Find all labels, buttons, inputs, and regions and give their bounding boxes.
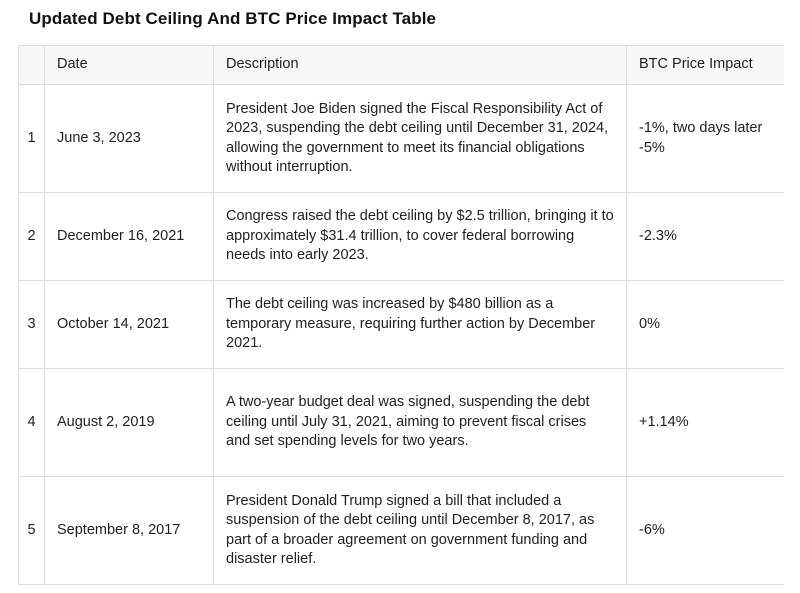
date-cell: June 3, 2023 — [44, 84, 214, 193]
impact-value: -6% — [639, 521, 665, 538]
date-cell: September 8, 2017 — [44, 476, 214, 585]
table-row: 4 August 2, 2019 A two-year budget deal … — [18, 368, 784, 477]
header-btc-price-impact: BTC Price Impact — [626, 45, 784, 85]
impact-cell: -6% — [626, 476, 784, 585]
header-index — [18, 45, 45, 85]
header-date: Date — [44, 45, 214, 85]
row-number: 1 — [18, 84, 45, 193]
date-cell: August 2, 2019 — [44, 368, 214, 477]
description-cell: President Joe Biden signed the Fiscal Re… — [213, 84, 627, 193]
table-row: 3 October 14, 2021 The debt ceiling was … — [18, 280, 784, 369]
table-header-row: Date Description BTC Price Impact — [18, 45, 784, 85]
row-number: 3 — [18, 280, 45, 369]
debt-ceiling-table: Date Description BTC Price Impact 1 June… — [18, 45, 784, 585]
description-cell: President Donald Trump signed a bill tha… — [213, 476, 627, 585]
impact-value: 0% — [639, 315, 660, 332]
date-cell: October 14, 2021 — [44, 280, 214, 369]
table-row: 2 December 16, 2021 Congress raised the … — [18, 192, 784, 281]
table-row: 5 September 8, 2017 President Donald Tru… — [18, 476, 784, 585]
description-cell: A two-year budget deal was signed, suspe… — [213, 368, 627, 477]
impact-cell: -1%, two days later -5% — [626, 84, 784, 193]
description-cell: The debt ceiling was increased by $480 b… — [213, 280, 627, 369]
table-container: Date Description BTC Price Impact 1 June… — [18, 45, 784, 585]
row-number: 2 — [18, 192, 45, 281]
impact-cell: +1.14% — [626, 368, 784, 477]
page-title: Updated Debt Ceiling And BTC Price Impac… — [29, 9, 437, 28]
impact-cell: -2.3% — [626, 192, 784, 281]
impact-value: -5% — [639, 139, 665, 156]
impact-cell: 0% — [626, 280, 784, 369]
header-description: Description — [213, 45, 627, 85]
row-number: 5 — [18, 476, 45, 585]
impact-value: +1.14% — [639, 413, 689, 430]
table-row: 1 June 3, 2023 President Joe Biden signe… — [18, 84, 784, 193]
row-number: 4 — [18, 368, 45, 477]
impact-value: -2.3% — [639, 227, 677, 244]
description-cell: Congress raised the debt ceiling by $2.5… — [213, 192, 627, 281]
impact-value: -1%, two days later — [639, 120, 763, 136]
date-cell: December 16, 2021 — [44, 192, 214, 281]
